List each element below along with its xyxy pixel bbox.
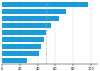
Bar <box>2 2 88 7</box>
Bar <box>2 9 66 14</box>
Bar <box>2 44 41 49</box>
Bar <box>2 23 51 28</box>
Bar <box>2 37 44 42</box>
Bar <box>2 16 59 21</box>
Bar <box>2 58 27 63</box>
Bar <box>2 51 39 56</box>
Bar <box>2 30 46 35</box>
